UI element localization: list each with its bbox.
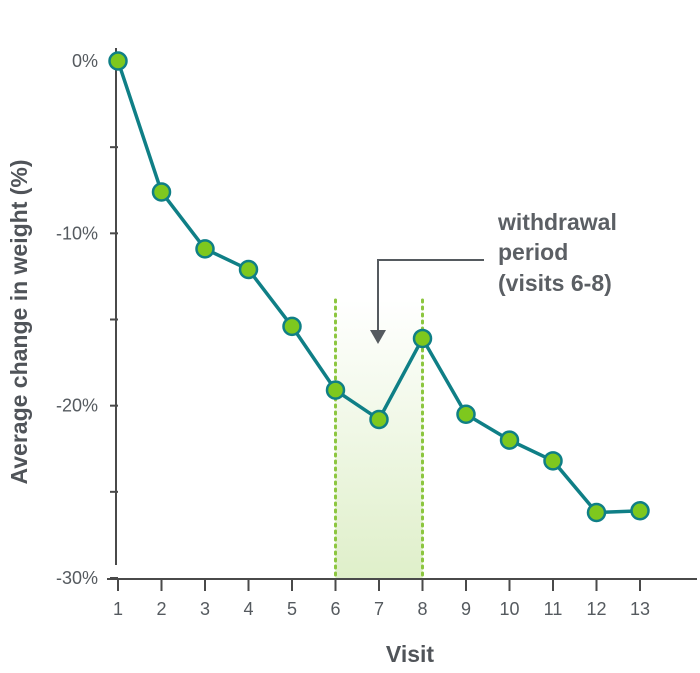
- x-tick-label: 4: [243, 599, 253, 619]
- data-point: [325, 380, 346, 400]
- x-tick-label: 7: [374, 599, 384, 619]
- data-point: [195, 239, 215, 259]
- annotation-arrowhead: [370, 330, 386, 344]
- x-tick-label: 10: [499, 599, 519, 619]
- x-tick-label: 11: [544, 599, 563, 619]
- y-tick-label: -10%: [56, 223, 98, 243]
- data-point: [586, 502, 607, 523]
- data-point: [630, 501, 650, 521]
- y-axis-title: Average change in weight (%): [6, 159, 32, 484]
- data-point: [499, 430, 520, 450]
- data-point: [543, 451, 563, 471]
- y-axis: 0% -10% -20% -30%: [56, 48, 118, 588]
- data-point: [282, 316, 302, 337]
- withdrawal-band: [335, 300, 423, 579]
- data-point: [456, 404, 476, 425]
- y-tick-label: -30%: [56, 568, 98, 588]
- x-axis: 1 2 3 4 5 6 7 8 9 10 11 12 13: [107, 578, 697, 619]
- annotation-line-1: withdrawal: [497, 209, 617, 235]
- x-tick-label: 2: [156, 599, 166, 619]
- x-tick-label: 13: [630, 599, 650, 619]
- data-point: [151, 182, 172, 202]
- x-ticks: 1 2 3 4 5 6 7 8 9 10 11 12 13: [113, 579, 650, 619]
- withdrawal-annotation: withdrawal period (visits 6-8): [370, 209, 617, 344]
- series-weight-change: [108, 51, 650, 523]
- data-point: [238, 259, 259, 280]
- x-tick-label: 9: [461, 599, 471, 619]
- annotation-line-2: period: [498, 239, 568, 265]
- x-axis-title: Visit: [386, 641, 434, 667]
- x-tick-label: 1: [113, 599, 123, 619]
- x-tick-label: 3: [200, 599, 210, 619]
- data-point: [369, 409, 389, 430]
- y-ticks: 0% -10% -20% -30%: [56, 51, 118, 588]
- x-tick-label: 12: [586, 599, 606, 619]
- withdrawal-band-group: [334, 298, 424, 579]
- annotation-line-3: (visits 6-8): [498, 270, 612, 296]
- x-tick-label: 6: [330, 599, 340, 619]
- x-tick-label: 8: [417, 599, 427, 619]
- y-tick-label: 0%: [72, 51, 98, 71]
- annotation-connector-line: [377, 259, 484, 330]
- y-tick-label: -20%: [56, 396, 98, 416]
- data-points: [108, 51, 650, 523]
- data-point: [108, 51, 128, 71]
- x-tick-label: 5: [287, 599, 297, 619]
- data-point: [412, 328, 433, 349]
